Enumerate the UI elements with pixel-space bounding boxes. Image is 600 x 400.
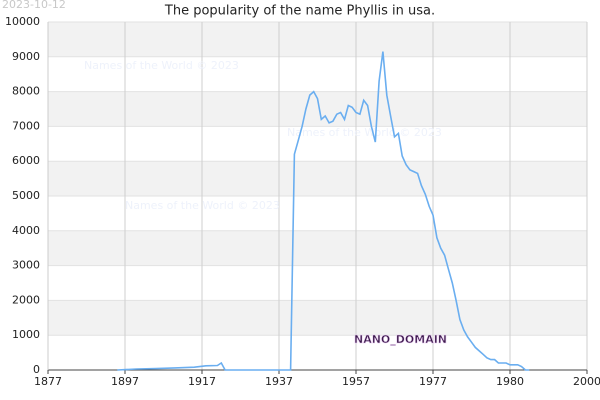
y-tick-label: 2000 (12, 293, 40, 306)
grid-band (48, 161, 587, 196)
y-tick-label: 1000 (12, 328, 40, 341)
y-tick-label: 7000 (12, 119, 40, 132)
watermark: Names of the World © 2023 (84, 59, 239, 72)
y-tick-label: 0 (33, 363, 40, 376)
y-tick-label: 8000 (12, 85, 40, 98)
date-stamp: 2023-10-12 (2, 0, 66, 11)
x-tick-label: 1980 (496, 375, 524, 388)
annotation: NANO_DOMAIN (354, 333, 447, 346)
y-tick-label: 6000 (12, 154, 40, 167)
x-tick-label: 1877 (34, 375, 62, 388)
grid-band (48, 22, 587, 57)
chart-title: The popularity of the name Phyllis in us… (164, 4, 435, 19)
grid-band (48, 230, 587, 266)
y-tick-label: 5000 (12, 189, 40, 202)
y-tick-label: 10000 (5, 15, 40, 28)
x-tick-label: 2000 (573, 375, 600, 388)
y-tick-label: 4000 (12, 224, 40, 237)
x-tick-label: 1917 (188, 375, 216, 388)
y-tick-label: 9000 (12, 50, 40, 63)
data-line (117, 51, 530, 371)
x-tick-label: 1977 (419, 375, 447, 388)
x-tick-label: 1937 (265, 375, 293, 388)
x-tick-label: 1957 (342, 375, 370, 388)
x-tick-label: 1897 (111, 375, 139, 388)
grid-band (48, 91, 587, 127)
watermark: Names of the World © 2023 (287, 126, 442, 139)
y-tick-label: 3000 (12, 259, 40, 272)
plot-background (47, 21, 588, 371)
grid-band (48, 300, 587, 336)
watermark: Names of the World © 2023 (125, 199, 280, 212)
